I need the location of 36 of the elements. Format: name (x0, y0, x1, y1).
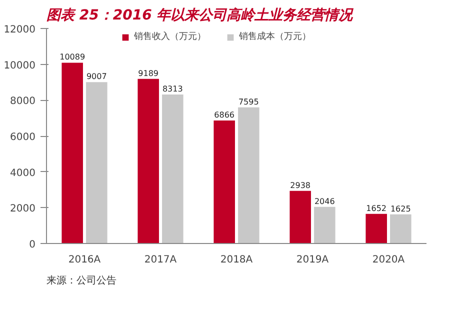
data-label: 2938 (290, 180, 311, 190)
x-tick-label: 2016A (68, 254, 101, 266)
bar (162, 94, 184, 244)
bar (62, 62, 83, 244)
y-tick-label: 4000 (10, 168, 36, 179)
bar (390, 214, 412, 244)
data-label: 2046 (314, 196, 335, 206)
data-label: 8313 (162, 84, 183, 94)
y-tick-label: 2000 (10, 204, 36, 215)
y-tick-label: 8000 (10, 96, 36, 108)
legend-label: 销售收入（万元） (134, 30, 206, 43)
bar (214, 120, 235, 244)
data-label: 9189 (138, 68, 159, 78)
bar (86, 82, 108, 244)
y-tick-label: 10000 (4, 60, 36, 72)
bar (314, 206, 336, 244)
x-tick-label: 2018A (220, 254, 253, 266)
x-tick-label: 2020A (372, 254, 405, 266)
bar (238, 107, 260, 244)
data-label: 1625 (390, 204, 411, 214)
data-label: 1652 (366, 204, 387, 213)
chart-title: 图表 25：2016 年以来公司高岭土业务经营情况 (46, 6, 355, 24)
x-tick-label: 2017A (144, 254, 177, 266)
bar (366, 214, 387, 244)
bar (138, 78, 159, 244)
legend-label: 销售成本（万元） (239, 30, 311, 43)
data-label: 7595 (238, 97, 259, 106)
bar (290, 190, 311, 244)
data-label: 6866 (214, 110, 235, 120)
x-tick-label: 2019A (296, 254, 329, 266)
y-tick-label: 6000 (10, 132, 36, 143)
data-label: 9007 (86, 72, 107, 82)
y-tick-label: 12000 (4, 24, 36, 36)
y-tick-label: 0 (29, 240, 36, 250)
source-note: 来源：公司公告 (46, 274, 116, 286)
data-label: 10089 (60, 52, 86, 62)
